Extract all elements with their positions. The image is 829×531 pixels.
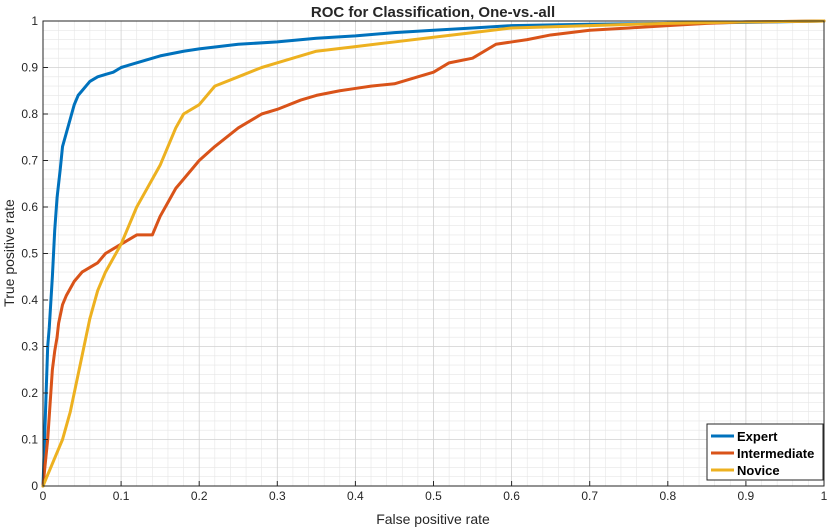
x-tick-label: 0.5 — [425, 489, 442, 503]
x-tick-label: 0.3 — [269, 489, 286, 503]
y-tick-label: 0.2 — [21, 386, 38, 400]
y-tick-label: 0.1 — [21, 433, 38, 447]
y-axis-label: True positive rate — [1, 199, 17, 307]
y-tick-label: 0 — [31, 479, 38, 493]
x-tick-label: 0.7 — [581, 489, 598, 503]
legend: Expert Intermediate Novice — [706, 423, 824, 481]
series-layer — [41, 19, 826, 488]
x-tick-label: 0.1 — [113, 489, 130, 503]
y-tick-label: 1 — [31, 14, 38, 28]
legend-label-expert: Expert — [737, 429, 778, 444]
y-tick-label: 0.3 — [21, 340, 38, 354]
series-line-intermediate — [41, 19, 826, 488]
y-tick-label: 0.7 — [21, 154, 38, 168]
x-tick-label: 1 — [821, 489, 828, 503]
series-line-novice — [41, 19, 826, 488]
x-axis-ticks: 0 0.1 0.2 0.3 0.4 0.5 0.6 0.7 0.8 0.9 1 — [40, 481, 828, 503]
y-tick-label: 0.8 — [21, 107, 38, 121]
x-tick-label: 0.6 — [503, 489, 520, 503]
y-tick-label: 0.9 — [21, 61, 38, 75]
x-tick-label: 0 — [40, 489, 47, 503]
x-tick-label: 0.2 — [191, 489, 208, 503]
chart-title: ROC for Classification, One-vs.-all — [311, 4, 555, 21]
y-tick-label: 0.4 — [21, 293, 38, 307]
x-tick-label: 0.9 — [738, 489, 755, 503]
legend-label-intermediate: Intermediate — [737, 446, 814, 461]
x-axis-label: False positive rate — [376, 511, 490, 527]
series-line-expert — [41, 19, 826, 488]
y-axis-ticks: 0 0.1 0.2 0.3 0.4 0.5 0.6 0.7 0.8 0.9 1 — [21, 14, 48, 493]
y-tick-label: 0.5 — [21, 247, 38, 261]
legend-label-novice: Novice — [737, 463, 780, 478]
y-tick-label: 0.6 — [21, 200, 38, 214]
x-tick-label: 0.8 — [659, 489, 676, 503]
x-tick-label: 0.4 — [347, 489, 364, 503]
